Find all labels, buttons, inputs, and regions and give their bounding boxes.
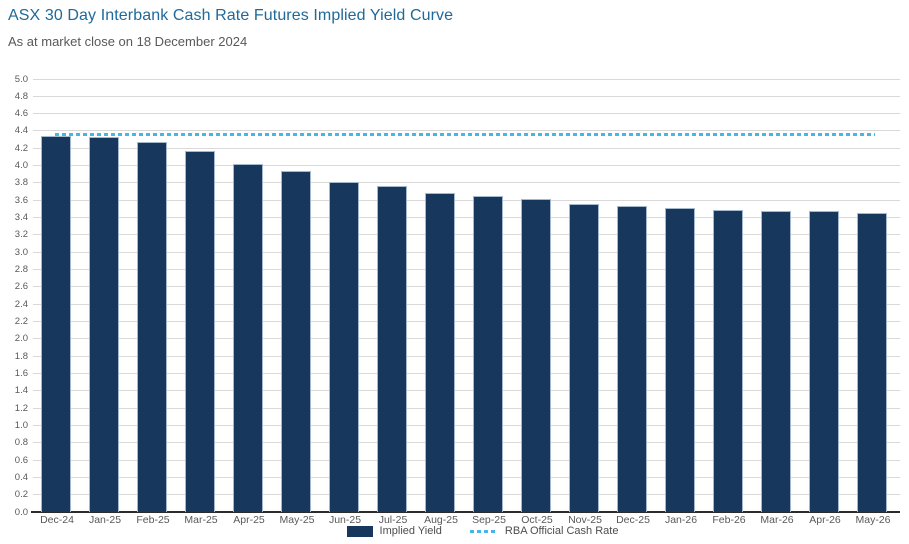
legend: Implied Yield RBA Official Cash Rate bbox=[28, 525, 909, 537]
gridline bbox=[33, 494, 900, 496]
gridline bbox=[33, 355, 900, 357]
y-tick-label: 2.4 bbox=[14, 298, 28, 310]
bar-jan-26 bbox=[665, 208, 695, 512]
gridline bbox=[33, 234, 900, 236]
x-tick-label: May-26 bbox=[855, 514, 891, 526]
gridline bbox=[33, 372, 900, 374]
x-tick-label: Apr-26 bbox=[809, 514, 841, 526]
x-tick-label: Oct-25 bbox=[521, 514, 553, 526]
x-tick-label: Jan-25 bbox=[88, 514, 122, 526]
x-tick-label: Feb-26 bbox=[712, 514, 746, 526]
gridline bbox=[33, 165, 900, 167]
bar-mar-26 bbox=[761, 210, 791, 512]
gridline bbox=[33, 442, 900, 444]
bar-apr-26 bbox=[809, 210, 839, 512]
gridline bbox=[33, 199, 900, 201]
y-tick-label: 5.0 bbox=[14, 73, 28, 85]
y-tick-label: 2.6 bbox=[14, 281, 28, 293]
x-tick-label: Sep-25 bbox=[472, 514, 506, 526]
bar-jun-25 bbox=[329, 182, 359, 512]
x-tick-label: Nov-25 bbox=[568, 514, 602, 526]
y-tick-label: 0.6 bbox=[14, 454, 28, 466]
y-tick-label: 3.4 bbox=[14, 212, 28, 224]
y-tick-label: 2.2 bbox=[14, 315, 28, 327]
x-axis-line bbox=[31, 511, 900, 513]
gridline bbox=[33, 459, 900, 461]
gridline bbox=[33, 407, 900, 409]
gridline bbox=[33, 147, 900, 149]
x-tick-label: Dec-25 bbox=[616, 514, 650, 526]
x-tick-label: Mar-26 bbox=[760, 514, 794, 526]
gridline bbox=[33, 182, 900, 184]
bar-jul-25 bbox=[377, 186, 407, 512]
bar-feb-25 bbox=[137, 142, 167, 512]
gridline bbox=[33, 78, 900, 80]
bar-dec-24 bbox=[41, 136, 71, 512]
y-tick-label: 3.8 bbox=[14, 177, 28, 189]
x-tick-label: Aug-25 bbox=[424, 514, 458, 526]
legend-label-rba-cash-rate: RBA Official Cash Rate bbox=[504, 525, 619, 537]
x-tick-label: Jul-25 bbox=[378, 514, 408, 526]
y-tick-label: 4.2 bbox=[14, 142, 28, 154]
gridline bbox=[33, 303, 900, 305]
gridline bbox=[33, 217, 900, 219]
x-tick-label: May-25 bbox=[279, 514, 315, 526]
bar-nov-25 bbox=[569, 203, 599, 512]
y-tick-label: 0.4 bbox=[14, 471, 28, 483]
gridline bbox=[33, 251, 900, 253]
gridline bbox=[33, 320, 900, 322]
y-tick-label: 0.8 bbox=[14, 437, 28, 449]
bar-feb-26 bbox=[713, 209, 743, 512]
y-tick-label: 3.6 bbox=[14, 194, 28, 206]
chart-title: ASX 30 Day Interbank Cash Rate Futures I… bbox=[8, 7, 454, 24]
bar-aug-25 bbox=[425, 193, 455, 512]
y-tick-label: 0.0 bbox=[14, 506, 28, 518]
bar-mar-25 bbox=[185, 150, 215, 512]
bar-dec-25 bbox=[617, 206, 647, 512]
x-tick-label: Feb-25 bbox=[136, 514, 170, 526]
y-tick-label: 2.0 bbox=[14, 333, 28, 345]
y-tick-label: 3.2 bbox=[14, 229, 28, 241]
y-tick-label: 4.4 bbox=[14, 125, 28, 137]
chart-subtitle: As at market close on 18 December 2024 bbox=[8, 34, 248, 49]
bar-jan-25 bbox=[89, 137, 119, 512]
y-tick-label: 1.2 bbox=[14, 402, 28, 414]
x-tick-label: Jun-25 bbox=[328, 514, 362, 526]
bar-sep-25 bbox=[473, 195, 503, 512]
y-tick-label: 1.6 bbox=[14, 367, 28, 379]
gridline bbox=[33, 130, 900, 132]
gridline bbox=[33, 113, 900, 115]
gridline bbox=[33, 286, 900, 288]
y-tick-label: 1.4 bbox=[14, 385, 28, 397]
implied-yield-swatch bbox=[346, 525, 373, 537]
x-tick-label: Dec-24 bbox=[40, 514, 74, 526]
gridline bbox=[33, 95, 900, 97]
y-tick-label: 1.8 bbox=[14, 350, 28, 362]
x-tick-label: Apr-25 bbox=[233, 514, 265, 526]
bar-apr-25 bbox=[233, 163, 263, 512]
gridline bbox=[33, 476, 900, 478]
gridline bbox=[33, 338, 900, 340]
bar-may-26 bbox=[857, 213, 887, 512]
x-tick-label: Mar-25 bbox=[184, 514, 218, 526]
bar-oct-25 bbox=[521, 199, 551, 512]
y-tick-label: 4.8 bbox=[14, 90, 28, 102]
rba-cash-rate-line bbox=[55, 132, 875, 136]
x-tick-label: Jan-26 bbox=[664, 514, 698, 526]
legend-label-implied-yield: Implied Yield bbox=[379, 525, 442, 537]
y-tick-label: 0.2 bbox=[14, 489, 28, 501]
y-tick-label: 1.0 bbox=[14, 419, 28, 431]
gridline bbox=[33, 269, 900, 271]
gridline bbox=[33, 390, 900, 392]
bar-may-25 bbox=[281, 170, 311, 512]
y-tick-label: 3.0 bbox=[14, 246, 28, 258]
y-tick-label: 4.6 bbox=[14, 108, 28, 120]
plot-area bbox=[31, 78, 900, 513]
rba-cash-rate-line-swatch bbox=[469, 529, 498, 533]
y-tick-label: 2.8 bbox=[14, 264, 28, 276]
gridline bbox=[33, 424, 900, 426]
y-tick-label: 4.0 bbox=[14, 160, 28, 172]
